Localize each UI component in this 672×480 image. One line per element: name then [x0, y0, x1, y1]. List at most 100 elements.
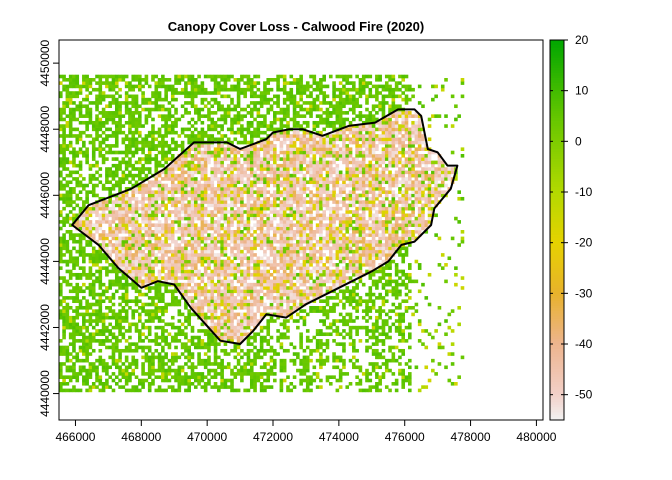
raster-cell: [98, 312, 103, 317]
raster-cell: [414, 177, 419, 181]
raster-cell: [88, 213, 93, 218]
raster-cell: [417, 196, 422, 201]
raster-cell: [398, 315, 402, 320]
raster-cell: [342, 256, 346, 261]
raster-cell: [68, 223, 73, 227]
raster-cell: [266, 226, 271, 231]
raster-cell: [263, 239, 267, 244]
raster-cell: [118, 243, 122, 247]
raster-cell: [256, 206, 261, 211]
raster-cell: [98, 180, 103, 185]
raster-cell: [167, 263, 172, 267]
raster-cell: [105, 187, 109, 191]
raster-cell: [174, 259, 178, 264]
raster-cell: [352, 196, 356, 201]
raster-cell: [240, 239, 244, 244]
raster-cell: [401, 279, 406, 284]
raster-cell: [315, 309, 320, 313]
raster-cell: [226, 193, 231, 198]
raster-cell: [365, 292, 369, 297]
raster-cell: [62, 183, 66, 188]
raster-cell: [167, 213, 172, 218]
raster-cell: [266, 236, 271, 241]
raster-cell: [223, 213, 228, 218]
raster-cell: [345, 372, 350, 376]
raster-cell: [253, 339, 257, 343]
raster-cell: [82, 365, 86, 370]
raster-cell: [180, 253, 185, 257]
raster-cell: [134, 256, 139, 261]
raster-cell: [289, 315, 294, 320]
raster-cell: [131, 266, 136, 270]
raster-cell: [253, 299, 257, 303]
raster-cell: [355, 206, 359, 211]
raster-cell: [273, 378, 277, 383]
raster-cell: [240, 312, 244, 317]
raster-cell: [332, 322, 336, 327]
raster-cell: [338, 223, 343, 227]
raster-cell: [210, 226, 215, 231]
raster-cell: [111, 362, 116, 366]
raster-cell: [246, 230, 251, 234]
raster-cell: [273, 173, 277, 178]
raster-cell: [190, 272, 195, 277]
raster-cell: [220, 365, 224, 370]
raster-cell: [161, 362, 165, 366]
raster-cell: [286, 306, 290, 310]
raster-cell: [246, 289, 251, 294]
raster-cell: [217, 200, 221, 204]
raster-cell: [286, 246, 290, 251]
raster-cell: [210, 246, 215, 251]
raster-cell: [332, 239, 336, 244]
raster-cell: [174, 253, 178, 257]
raster-cell: [286, 325, 290, 330]
raster-cell: [332, 355, 336, 360]
raster-cell: [256, 299, 261, 303]
raster-cell: [75, 388, 80, 393]
raster-cell: [391, 200, 396, 204]
raster-cell: [273, 269, 277, 274]
raster-cell: [75, 183, 80, 188]
raster-cell: [105, 246, 109, 251]
raster-cell: [190, 352, 195, 356]
raster-cell: [147, 276, 152, 280]
raster-cell: [124, 253, 129, 257]
raster-cell: [151, 315, 155, 320]
raster-cell: [276, 187, 280, 191]
raster-cell: [276, 203, 280, 208]
raster-cell: [111, 292, 116, 297]
raster-cell: [200, 329, 205, 333]
raster-cell: [226, 286, 231, 290]
raster-cell: [223, 187, 228, 191]
raster-cell: [85, 276, 89, 280]
raster-cell: [95, 230, 99, 234]
raster-cell: [391, 289, 396, 294]
raster-cell: [305, 276, 310, 280]
raster-cell: [88, 243, 93, 247]
raster-cell: [65, 315, 70, 320]
raster-cell: [161, 388, 165, 393]
raster-cell: [328, 253, 333, 257]
raster-cell: [226, 233, 231, 237]
raster-cell: [203, 206, 208, 211]
raster-cell: [193, 210, 198, 214]
raster-cell: [114, 200, 119, 204]
raster-cell: [98, 220, 103, 224]
raster-cell: [170, 196, 175, 201]
raster-cell: [213, 246, 218, 251]
raster-cell: [388, 180, 392, 185]
raster-cell: [338, 190, 343, 194]
raster-cell: [345, 332, 350, 337]
raster-cell: [91, 226, 96, 231]
raster-cell: [233, 173, 238, 178]
raster-cell: [220, 216, 224, 221]
raster-cell: [213, 210, 218, 214]
raster-cell: [322, 253, 326, 257]
raster-cell: [246, 223, 251, 227]
raster-cell: [368, 289, 373, 294]
raster-cell: [276, 193, 280, 198]
raster-cell: [378, 190, 382, 194]
raster-cell: [279, 246, 284, 251]
raster-cell: [325, 279, 330, 284]
raster-cell: [404, 177, 409, 181]
